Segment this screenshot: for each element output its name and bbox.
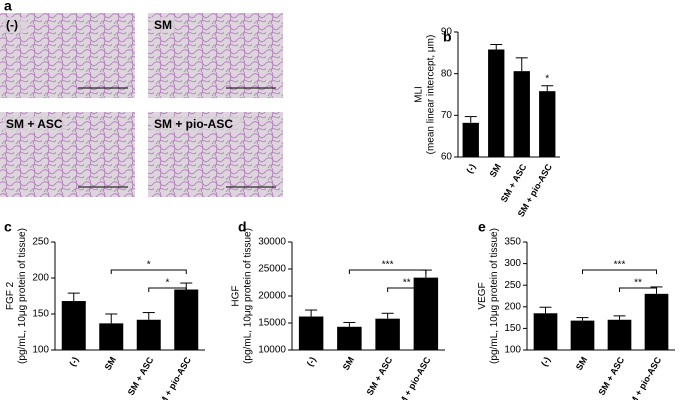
x-tick-label: SM + pio-ASC [625, 355, 664, 400]
significance-label: * [166, 278, 170, 289]
x-tick-label: SM [103, 355, 118, 372]
y-axis-label: (pg/mL, 10μg protein of tissue) [17, 228, 28, 364]
y-tick-label: 70 [441, 110, 453, 121]
x-tick-label: (-) [539, 355, 552, 368]
x-tick-label: SM + ASC [596, 355, 626, 397]
y-tick-label: 200 [504, 301, 521, 312]
bar [61, 301, 86, 350]
y-tick-label: 250 [32, 237, 49, 248]
y-axis-label: MLI [413, 86, 424, 103]
y-tick-label: 350 [504, 237, 521, 248]
y-tick-label: 20000 [258, 291, 286, 302]
label-bg [3, 116, 67, 132]
significance-bracket [110, 269, 187, 274]
bar [539, 91, 556, 157]
significance-label: *** [614, 260, 626, 271]
y-tick-label: 200 [32, 273, 49, 284]
x-tick-label: SM + ASC [126, 355, 156, 397]
significance-label: *** [382, 260, 394, 271]
image-label: SM + pio-ASC [154, 117, 233, 131]
significance-bracket [387, 287, 427, 292]
y-axis-label: (pg/mL, 10μg protein of tissue) [489, 228, 500, 364]
panel-label: b [443, 29, 452, 45]
bar [174, 289, 199, 350]
significance-bracket [619, 287, 657, 292]
x-tick-label: SM [488, 162, 503, 179]
y-axis-label: FGF 2 [5, 281, 16, 310]
y-axis-label: VEGF [477, 282, 488, 309]
y-tick-label: 80 [441, 68, 453, 79]
bar [375, 318, 400, 350]
significance-label: ** [634, 278, 642, 289]
panel-label: a [4, 0, 12, 14]
y-tick-label: 60 [441, 152, 453, 163]
bar [298, 316, 324, 350]
label-bg [3, 17, 27, 33]
bar [337, 326, 362, 350]
x-tick-label: SM + pio-ASC [155, 355, 194, 400]
bar [488, 49, 505, 157]
y-tick-label: 10000 [258, 345, 286, 356]
significance-bracket [582, 269, 657, 274]
bar [644, 293, 669, 350]
label-bg [151, 17, 175, 33]
x-tick-label: (-) [305, 355, 318, 368]
panel-label: e [478, 219, 486, 235]
y-tick-label: 300 [504, 258, 521, 269]
significance-label: * [147, 260, 151, 271]
bar [533, 313, 558, 350]
x-tick-label: SM [574, 355, 589, 372]
bar [513, 71, 530, 157]
bar [607, 319, 632, 350]
x-tick-label: SM [341, 355, 356, 372]
y-tick-label: 250 [504, 280, 521, 291]
significance-bracket [348, 269, 427, 274]
panel-label: c [4, 219, 12, 235]
x-tick-label: (-) [464, 162, 477, 175]
y-tick-label: 90 [441, 27, 453, 38]
significance-bracket [148, 287, 187, 292]
y-tick-label: 25000 [258, 264, 286, 275]
y-tick-label: 100 [504, 345, 521, 356]
y-tick-label: 15000 [258, 318, 286, 329]
image-label: SM [154, 18, 172, 32]
y-tick-label: 100 [32, 345, 49, 356]
bar [462, 122, 479, 157]
y-axis-label: (pg/mL, 10μg protein of tissue) [243, 228, 254, 364]
image-label: (-) [6, 18, 18, 32]
image-label: SM + ASC [6, 117, 63, 131]
panel-label: d [238, 219, 247, 235]
x-tick-label: SM + pio-ASC [394, 355, 433, 400]
y-axis-label: (mean linear intercept, μm) [425, 35, 436, 155]
y-tick-label: 30000 [258, 237, 286, 248]
label-bg [151, 116, 243, 132]
bar [136, 319, 161, 350]
y-tick-label: 150 [504, 323, 521, 334]
y-axis-label: HGF [231, 285, 242, 306]
bar [570, 320, 595, 350]
significance-label: ** [403, 278, 411, 289]
x-tick-label: (-) [67, 355, 80, 368]
bar [99, 323, 124, 350]
y-tick-label: 150 [32, 309, 49, 320]
annotation: * [545, 73, 549, 84]
x-tick-label: SM + ASC [365, 355, 395, 397]
